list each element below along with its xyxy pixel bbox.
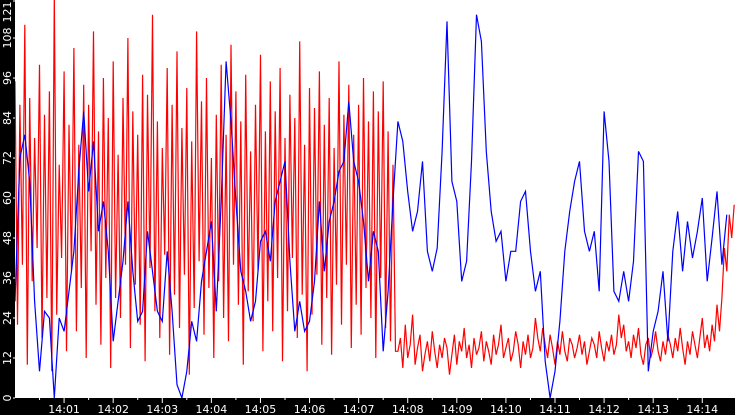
y-axis-strip <box>0 0 15 415</box>
y-axis: 0 12 24 36 48 60 72 84 96 108 121 <box>1 0 15 402</box>
red-series-line <box>14 0 735 375</box>
y-tick-label: 48 <box>1 231 14 245</box>
y-tick-label: 12 <box>1 351 14 365</box>
x-tick-label: 14:06 <box>294 403 326 415</box>
x-tick-label: 14:05 <box>245 403 277 415</box>
x-tick-label: 14:09 <box>441 403 473 415</box>
x-tick-label: 14:01 <box>48 403 80 415</box>
x-tick-label: 14:02 <box>97 403 129 415</box>
y-tick-label: 72 <box>1 151 14 165</box>
x-tick-label: 14:07 <box>343 403 375 415</box>
x-tick-label: 14:04 <box>196 403 228 415</box>
y-tick-label: 121 <box>1 2 14 23</box>
y-tick-label: 84 <box>1 111 14 125</box>
x-tick-label: 14:08 <box>392 403 424 415</box>
x-tick-label: 14:13 <box>637 403 669 415</box>
y-tick-label: 0 <box>1 395 14 402</box>
x-tick-label: 14:03 <box>146 403 178 415</box>
y-tick-label: 96 <box>1 71 14 85</box>
x-tick-label: 14:10 <box>490 403 522 415</box>
x-tick-label: 14:11 <box>539 403 571 415</box>
blue-series-line <box>14 14 728 401</box>
x-tick-label: 14:12 <box>588 403 620 415</box>
y-tick-label: 60 <box>1 191 14 205</box>
x-axis-strip <box>0 398 735 415</box>
x-axis: 14:01 14:02 14:03 14:04 14:05 14:06 14:07 14:08… <box>39 398 718 415</box>
y-tick-label: 24 <box>1 311 14 325</box>
y-tick-label: 108 <box>1 28 14 49</box>
plot-area <box>14 0 735 401</box>
x-tick-label: 14:14 <box>686 403 718 415</box>
y-tick-label: 36 <box>1 271 14 285</box>
